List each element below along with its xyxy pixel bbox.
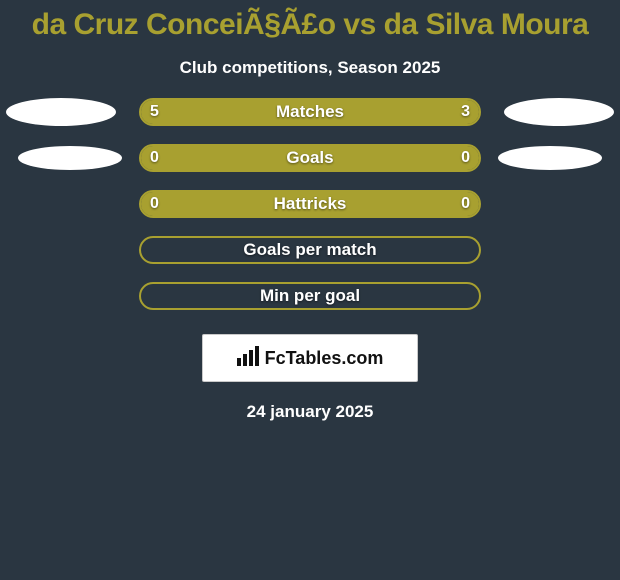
page-subtitle: Club competitions, Season 2025 bbox=[0, 44, 620, 98]
bars-icon bbox=[237, 346, 259, 371]
stat-label: Min per goal bbox=[260, 286, 360, 306]
stat-label: Hattricks bbox=[274, 194, 347, 214]
stat-bar: Hattricks bbox=[139, 190, 481, 218]
player-right-marker bbox=[504, 98, 614, 126]
stat-bar: Goals per match bbox=[139, 236, 481, 264]
stat-row: Hattricks 0 0 bbox=[0, 190, 620, 218]
stat-value-left: 5 bbox=[150, 98, 159, 126]
stat-row: Matches 5 3 bbox=[0, 98, 620, 126]
stat-value-right: 0 bbox=[461, 190, 470, 218]
stat-label: Goals per match bbox=[243, 240, 376, 260]
stat-bar: Min per goal bbox=[139, 282, 481, 310]
page-title: da Cruz ConceiÃ§Ã£o vs da Silva Moura bbox=[0, 0, 620, 44]
player-left-marker bbox=[6, 98, 116, 126]
bar-fill-left bbox=[141, 146, 310, 170]
stat-value-right: 3 bbox=[461, 98, 470, 126]
bar-fill-right bbox=[310, 146, 479, 170]
site-logo: FcTables.com bbox=[202, 334, 418, 382]
stat-bar: Matches bbox=[139, 98, 481, 126]
date-label: 24 january 2025 bbox=[0, 382, 620, 422]
stat-bar: Goals bbox=[139, 144, 481, 172]
player-right-marker bbox=[498, 146, 602, 170]
stat-label: Matches bbox=[276, 102, 344, 122]
bar-fill-right bbox=[351, 100, 479, 124]
stat-value-right: 0 bbox=[461, 144, 470, 172]
stat-row: Goals per match bbox=[0, 236, 620, 264]
stat-row: Goals 0 0 bbox=[0, 144, 620, 172]
stat-value-left: 0 bbox=[150, 144, 159, 172]
stat-label: Goals bbox=[286, 148, 333, 168]
logo-text: FcTables.com bbox=[265, 348, 384, 369]
stat-row: Min per goal bbox=[0, 282, 620, 310]
stat-rows: Matches 5 3 Goals 0 0 Hattricks 0 0 Goals per mat… bbox=[0, 98, 620, 310]
player-left-marker bbox=[18, 146, 122, 170]
stat-value-left: 0 bbox=[150, 190, 159, 218]
